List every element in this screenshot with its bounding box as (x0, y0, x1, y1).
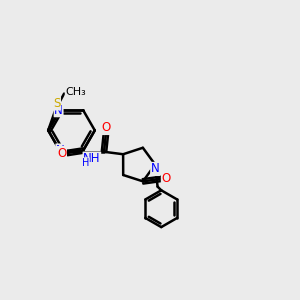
Text: N: N (56, 144, 65, 157)
Text: NH: NH (83, 152, 100, 165)
Text: N: N (151, 162, 160, 176)
Text: N: N (54, 104, 63, 117)
Text: O: O (57, 146, 66, 160)
Text: O: O (161, 172, 171, 185)
Text: O: O (101, 122, 111, 134)
Text: CH₃: CH₃ (65, 87, 86, 97)
Text: S: S (53, 97, 60, 110)
Text: H: H (82, 158, 89, 168)
